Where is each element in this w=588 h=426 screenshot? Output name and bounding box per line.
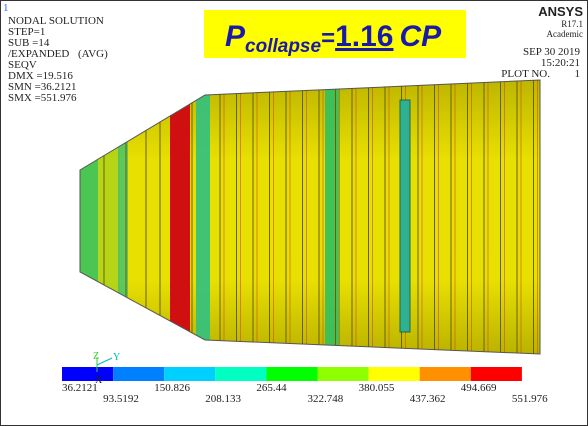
legend-label: 265.44: [256, 382, 287, 394]
legend-swatch: [164, 367, 216, 381]
legend-label: 437.362: [410, 393, 446, 405]
plot-number: 1: [575, 68, 581, 80]
body-fill: [80, 80, 540, 354]
info-avg: (AVG): [78, 48, 108, 60]
title-unit: CP: [399, 20, 442, 53]
legend-label: 208.133: [205, 393, 241, 405]
legend-swatch: [470, 367, 522, 381]
legend-label: 380.055: [359, 382, 395, 394]
legend-label: 551.976: [512, 393, 548, 405]
legend-bar: 36.2121 93.5192 150.826 208.133 265.44 322.74…: [62, 367, 548, 405]
triad-x: X: [95, 375, 103, 386]
legend-swatch: [62, 367, 114, 381]
legend-label: 322.748: [308, 393, 344, 405]
time: 15:20:21: [541, 57, 580, 69]
legend-label: 93.5192: [103, 393, 139, 405]
info-line: STEP=1: [8, 26, 45, 38]
outline: [79, 79, 541, 355]
version: R17.1: [561, 19, 583, 29]
edition: Academic: [547, 29, 583, 39]
info-line: SEQV: [8, 59, 37, 71]
inner-band: [399, 99, 411, 333]
legend-label: 36.2121: [62, 382, 98, 394]
legend-label: 150.826: [154, 382, 190, 394]
band: [170, 80, 190, 354]
plot-label: PLOT NO.: [501, 68, 550, 80]
title-value: 1.16: [335, 20, 393, 53]
title-subscript: collapse: [245, 36, 321, 57]
title-box: [204, 10, 466, 58]
brand: ANSYS: [538, 4, 583, 19]
legend-label: 494.669: [461, 382, 497, 394]
triad: Z Y X: [93, 351, 120, 386]
title: Pcollapse=1.16 CP: [225, 20, 442, 57]
band: [325, 80, 339, 354]
info-line: SUB =14: [8, 37, 50, 49]
info-line: DMX =19.516: [8, 70, 73, 82]
legend-swatch: [266, 367, 318, 381]
triad-z: Z: [93, 351, 99, 362]
legend-swatch: [368, 367, 420, 381]
title-equals: =: [321, 25, 335, 52]
info-line: /EXPANDED: [8, 48, 69, 60]
legend-swatch: [113, 367, 165, 381]
title-symbol: P: [225, 20, 246, 53]
info-line: SMX =551.976: [8, 92, 77, 104]
legend-swatch: [419, 367, 471, 381]
legend-swatch: [317, 367, 369, 381]
info-line: NODAL SOLUTION: [8, 15, 104, 27]
triad-y: Y: [113, 352, 120, 363]
model: [80, 80, 540, 354]
band: [118, 80, 128, 354]
date: SEP 30 2019: [523, 46, 581, 58]
window-number: 1: [3, 2, 9, 14]
info-line: SMN =36.2121: [8, 81, 77, 93]
legend-swatch: [215, 367, 267, 381]
band: [196, 80, 210, 354]
